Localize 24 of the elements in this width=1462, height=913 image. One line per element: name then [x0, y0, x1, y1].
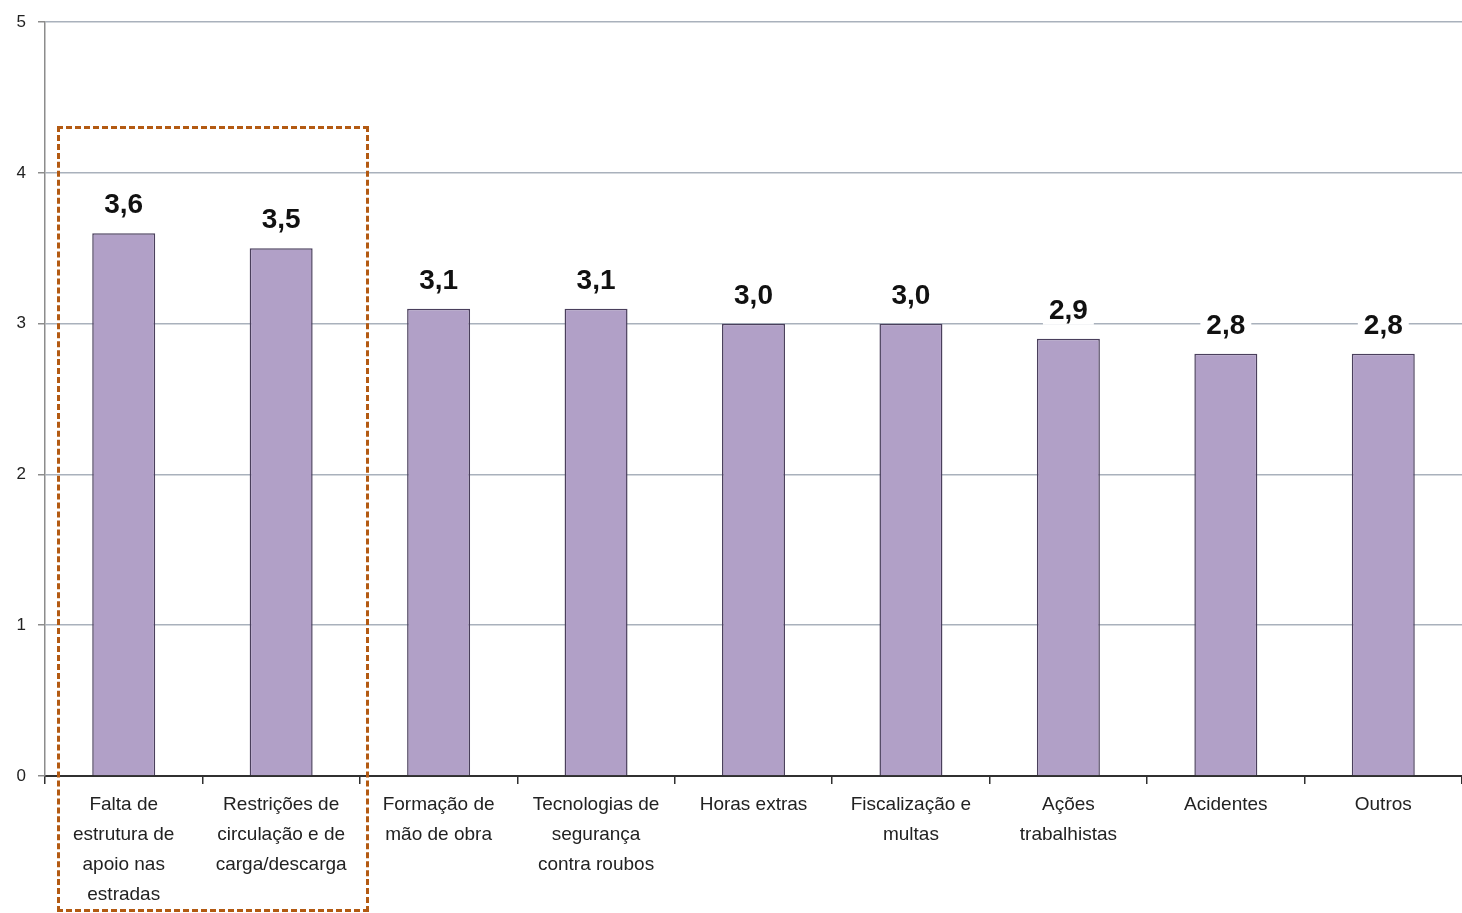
x-tick-label: Ações trabalhistas	[1019, 793, 1117, 845]
data-label: 2,8	[1206, 308, 1246, 340]
data-label: 2,9	[1048, 293, 1088, 325]
x-tick-label: Acidentes	[1184, 793, 1268, 815]
data-label: 3,6	[104, 188, 144, 220]
x-tick-label: Fiscalização e multas	[850, 793, 972, 845]
y-tick-label: 2	[16, 464, 26, 484]
x-tick-label: Outros	[1354, 793, 1412, 815]
data-label: 2,8	[1363, 308, 1403, 340]
x-tick-label: Horas extras	[699, 793, 808, 815]
data-label: 3,1	[419, 263, 459, 295]
x-tick-label: Formação de mão de obra	[382, 793, 495, 845]
x-tick-label: Tecnologias de segurança contra roubos	[532, 793, 660, 875]
y-tick-label: 0	[16, 765, 26, 785]
data-label: 3,1	[576, 263, 616, 295]
y-tick-label: 3	[16, 313, 26, 333]
y-tick-label: 1	[16, 614, 26, 634]
y-tick-label: 5	[16, 11, 26, 31]
data-label: 3,0	[891, 278, 931, 310]
y-tick-label: 4	[16, 162, 26, 182]
data-label: 3,0	[734, 278, 773, 310]
x-tick-label: Restrições de circulação e de carga/descarga	[215, 793, 348, 875]
x-tick-label: Falta de estrutura de apoio nas estradas	[73, 793, 175, 905]
data-label: 3,5	[261, 203, 301, 235]
